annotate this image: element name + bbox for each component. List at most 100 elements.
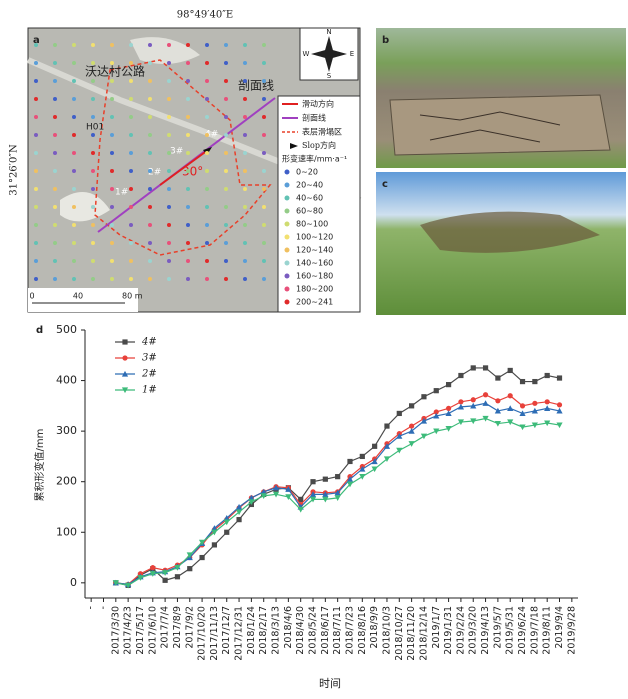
map-dot: [186, 241, 190, 245]
compass-e: E: [350, 50, 354, 58]
point: [150, 565, 156, 571]
map-dot: [224, 277, 228, 281]
map-dot: [53, 61, 57, 65]
map-dot: [110, 169, 114, 173]
map-dot: [205, 187, 209, 191]
map-dot: [186, 133, 190, 137]
x-tick-label: 2019/2/24: [455, 606, 466, 655]
point: [544, 405, 551, 411]
point: [519, 424, 526, 431]
map-dot: [91, 259, 95, 263]
map-dot: [129, 151, 133, 155]
point: [482, 392, 489, 398]
legend-dot: [284, 182, 290, 188]
legend-label: 4#: [141, 337, 157, 348]
map-dot: [110, 43, 114, 47]
map-dot: [262, 43, 266, 47]
map-dot: [129, 43, 133, 47]
point: [174, 565, 181, 571]
x-tick-label: 2017/4/23: [123, 606, 134, 655]
point: [235, 503, 243, 510]
point: [187, 566, 193, 572]
map-dot: [129, 259, 133, 263]
map-dot: [72, 205, 76, 209]
point: [420, 433, 428, 440]
point: [519, 410, 526, 417]
map-dot: [224, 169, 228, 173]
map-dot: [148, 187, 152, 191]
map-legend: [277, 95, 361, 313]
y-tick-label: 500: [56, 323, 77, 336]
map-dot: [91, 97, 95, 101]
legend-text: 100~120: [296, 233, 333, 242]
point: [359, 453, 365, 460]
point: [125, 582, 132, 589]
x-tick-label: 2019/9/4: [554, 606, 565, 649]
map-dot: [205, 259, 209, 263]
map-dot: [262, 223, 266, 227]
map-dot: [243, 133, 247, 137]
point: [223, 519, 230, 526]
compass-s: S: [327, 72, 332, 80]
legend-text: 120~140: [296, 246, 333, 255]
map-dot: [72, 259, 76, 263]
map-dot: [129, 97, 133, 101]
point: [531, 422, 538, 429]
map-dot: [91, 61, 95, 65]
map-dot: [205, 43, 209, 47]
map-dot: [110, 79, 114, 83]
map-dot: [34, 133, 38, 137]
map-dot: [91, 79, 95, 83]
map-dot: [148, 169, 152, 173]
map-dot: [53, 169, 57, 173]
x-tick-label: 2019/9/28: [566, 606, 577, 655]
x-tick-label: 2019/1/7: [431, 606, 442, 649]
map-dot: [243, 61, 247, 65]
map-dot: [110, 277, 114, 281]
panel-label: b: [382, 35, 389, 46]
x-tick-label: 2017/3/30: [110, 606, 121, 655]
map-dot: [224, 151, 228, 155]
map-dot: [186, 187, 190, 191]
point: [544, 420, 551, 427]
compass-needle: [311, 49, 347, 59]
map-dot: [205, 115, 209, 119]
map-dot: [167, 169, 171, 173]
map-dot: [53, 151, 57, 155]
latitude: 31°26′0″N: [9, 144, 20, 196]
map-dot: [129, 133, 133, 137]
point: [532, 378, 538, 385]
map-dot: [72, 115, 76, 119]
x-tick-label: 2019/4/13: [480, 606, 491, 655]
legend-label: 1#: [142, 385, 157, 396]
legend-dot: [284, 221, 290, 227]
point: [285, 486, 292, 492]
map-dot: [148, 277, 152, 281]
map-dot: [262, 97, 266, 101]
point: [433, 428, 440, 435]
point: [408, 441, 415, 447]
map-dot: [34, 79, 38, 83]
map-dot: [224, 241, 228, 245]
map-dot: [167, 187, 171, 191]
point-label: 2#: [148, 168, 161, 178]
legend-text: 60~80: [296, 207, 323, 216]
map-dot: [262, 277, 266, 281]
point: [494, 407, 501, 414]
x-tick-label: -: [98, 606, 109, 609]
map-dot: [53, 223, 57, 227]
point: [297, 506, 304, 513]
legend-text: Slop方向: [302, 140, 336, 150]
map-dot: [72, 133, 76, 137]
legend-text: 80~100: [296, 220, 328, 229]
legend-label: 2#: [141, 369, 157, 380]
map-dot: [91, 169, 95, 173]
map-dot: [53, 277, 57, 281]
map-dot: [91, 205, 95, 209]
legend-text: 形变速率/mm·a⁻¹: [282, 154, 347, 164]
legend-text: 40~60: [296, 194, 323, 203]
map-dot: [72, 151, 76, 155]
legend-dot: [284, 286, 290, 292]
point: [531, 407, 538, 414]
